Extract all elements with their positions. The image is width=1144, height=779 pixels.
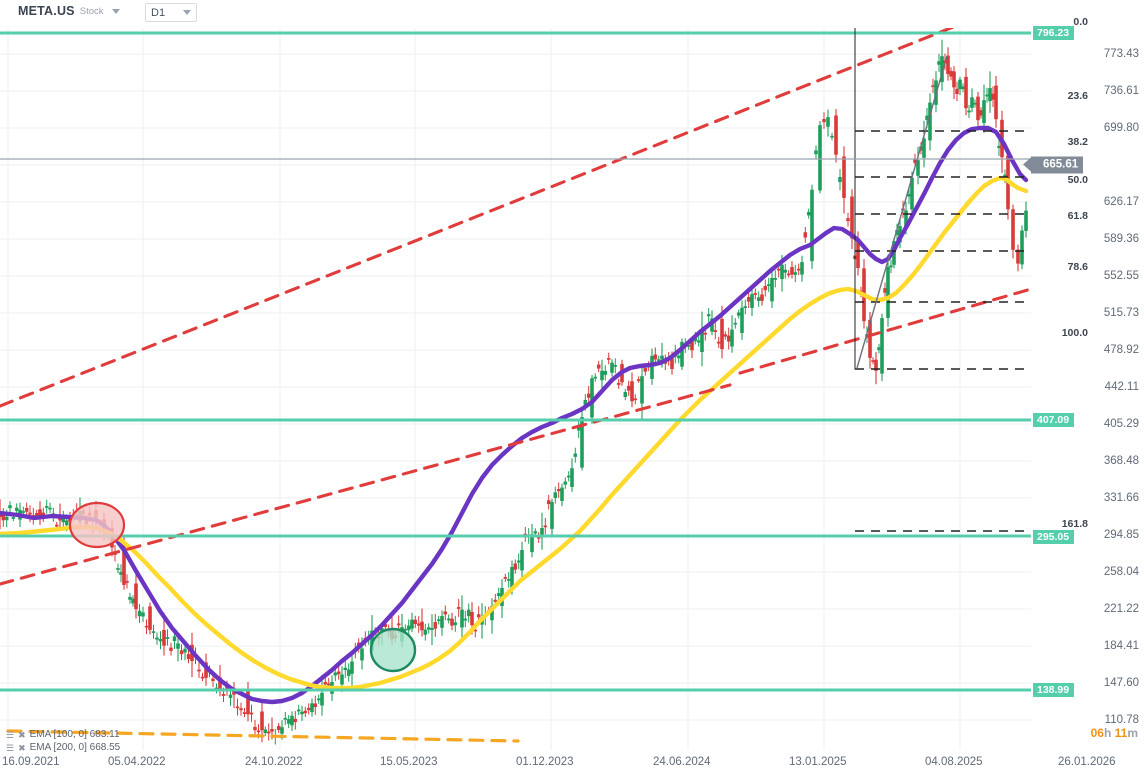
countdown-minutes-unit: m	[1127, 726, 1138, 740]
fib-label-23-6: 23.6	[1067, 90, 1088, 102]
time-axis[interactable]: 16.09.2021 05.04.2022 24.10.2022 15.05.2…	[0, 750, 1144, 779]
symbol-instrument-type: Stock	[79, 5, 104, 17]
y-axis-tick: 258.04	[1103, 566, 1139, 578]
x-axis-tick: 26.01.2026	[1058, 756, 1116, 768]
x-axis-tick: 01.12.2023	[516, 756, 574, 768]
layers-icon[interactable]: ☰	[6, 742, 15, 753]
x-axis-tick: 24.06.2024	[653, 756, 711, 768]
fib-trendline	[856, 55, 948, 369]
ema-100-line	[0, 125, 1029, 705]
fib-label-0: 0.0	[1073, 16, 1088, 28]
y-axis-tick: 773.43	[1103, 48, 1139, 60]
list-item[interactable]: ☰ ✖ EMA [200, 0] 668.55	[6, 742, 120, 755]
countdown-minutes: 11	[1114, 726, 1128, 740]
close-icon[interactable]: ✖	[18, 742, 26, 753]
chevron-down-icon[interactable]	[183, 10, 191, 15]
level-price-tag-138[interactable]: 138.99	[1033, 683, 1075, 697]
trend-channel-upper-line	[0, 28, 955, 408]
death-cross-marker[interactable]	[68, 501, 126, 549]
y-axis-tick: 184.41	[1103, 640, 1139, 652]
horizontal-gridlines	[0, 53, 1031, 721]
list-item[interactable]: ☰ ✖ EMA [100, 0] 683.11	[6, 729, 120, 742]
price-chart-plot[interactable]	[0, 28, 1031, 750]
y-axis-tick: 331.66	[1103, 492, 1139, 504]
candlestick-series	[0, 39, 1028, 745]
y-axis-tick: 147.60	[1103, 677, 1139, 689]
y-axis-tick: 221.22	[1103, 603, 1139, 615]
fib-label-61-8: 61.8	[1067, 210, 1088, 222]
close-icon[interactable]: ✖	[18, 730, 26, 740]
chevron-down-icon[interactable]	[111, 8, 120, 14]
x-axis-tick: 13.01.2025	[789, 756, 847, 768]
x-axis-tick: 16.09.2021	[2, 756, 60, 768]
y-axis-tick: 589.36	[1103, 233, 1139, 245]
countdown-hours: 06	[1090, 726, 1104, 740]
fib-label-50: 50.0	[1067, 174, 1088, 186]
ema-100-legend-label: EMA [100, 0] 683.11	[29, 729, 120, 740]
price-axis[interactable]: 773.43 736.61 699.80 626.17 589.36 552.5…	[1022, 0, 1144, 763]
fib-label-100: 100.0	[1061, 327, 1088, 339]
level-price-tag-295[interactable]: 295.05	[1033, 530, 1075, 544]
chart-canvas	[0, 28, 1031, 750]
bar-countdown-timer: 06h 11m	[1091, 726, 1138, 740]
fib-label-161-8: 161.8	[1061, 518, 1088, 530]
symbol-name: META.US	[18, 4, 75, 18]
fib-label-38-2: 38.2	[1067, 136, 1088, 148]
level-price-tag-407[interactable]: 407.09	[1033, 413, 1075, 427]
y-axis-tick: 442.11	[1104, 381, 1139, 393]
x-axis-tick: 05.04.2022	[108, 756, 166, 768]
y-axis-tick: 515.73	[1103, 307, 1139, 319]
y-axis-tick: 405.29	[1103, 418, 1139, 430]
indicator-legend: ☰ ✖ EMA [100, 0] 683.11 ☰ ✖ EMA [200, 0]…	[6, 729, 120, 754]
x-axis-tick: 04.08.2025	[925, 756, 983, 768]
y-axis-tick: 294.85	[1103, 529, 1139, 541]
trend-channel-mid-line	[0, 383, 732, 586]
ema-projection-line	[6, 729, 520, 743]
fib-label-78-6: 78.6	[1067, 261, 1088, 273]
timeframe-label: D1	[151, 6, 166, 19]
current-price-tag[interactable]: 665.61	[1022, 156, 1084, 174]
ema-200-legend-label: EMA [200, 0] 668.55	[29, 741, 121, 753]
y-axis-tick: 478.92	[1103, 344, 1139, 356]
x-axis-tick: 15.05.2023	[380, 756, 438, 768]
trend-channel-lower-line	[738, 287, 1031, 375]
y-axis-tick: 368.48	[1103, 455, 1139, 467]
x-axis-tick: 24.10.2022	[245, 756, 303, 768]
fibonacci-retracement-levels	[855, 130, 1031, 532]
vertical-gridlines	[7, 28, 961, 750]
y-axis-tick: 110.78	[1104, 714, 1139, 726]
y-axis-tick: 552.55	[1103, 270, 1139, 282]
y-axis-tick: 736.61	[1103, 85, 1139, 97]
symbol-selector[interactable]: META.US Stock	[18, 4, 120, 18]
y-axis-tick: 699.80	[1103, 122, 1139, 134]
countdown-hours-unit: h	[1103, 726, 1112, 740]
level-price-tag-796[interactable]: 796.23	[1033, 26, 1075, 40]
y-axis-tick: 626.17	[1103, 196, 1139, 208]
chart-toolbar: META.US Stock D1	[0, 0, 1144, 28]
horizontal-support-resistance-levels	[0, 31, 1031, 692]
layers-icon[interactable]: ☰	[6, 730, 15, 740]
timeframe-select[interactable]: D1	[145, 3, 197, 22]
golden-cross-marker[interactable]	[369, 627, 417, 673]
